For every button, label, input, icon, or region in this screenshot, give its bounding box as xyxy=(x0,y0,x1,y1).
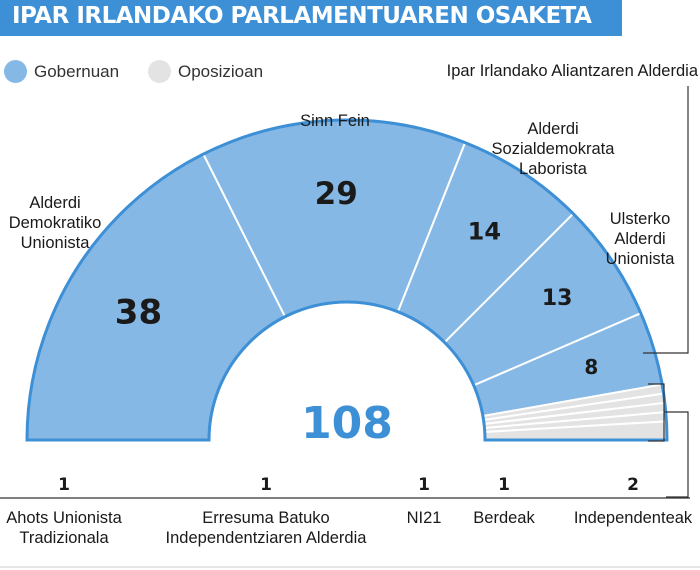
seat-count-berdeak: 1 xyxy=(498,475,510,495)
seat-count-alderdi-demokratiko-unionista: 38 xyxy=(115,292,162,332)
legend-swatch-opposition xyxy=(148,60,171,83)
opposition-leader-line xyxy=(664,411,689,498)
seat-count-independenteak: 2 xyxy=(627,475,639,495)
party-label-ahots-unionista-tradizionala: Ahots Unionista Tradizionala xyxy=(6,509,122,547)
seat-count-ni21: 1 xyxy=(418,475,430,495)
hemicycle-outline xyxy=(25,118,669,442)
legend-label-opposition: Oposizioan xyxy=(178,61,264,81)
seat-count-ulsterko-alderdi-unionista: 13 xyxy=(542,286,573,311)
total-seats: 108 xyxy=(301,398,393,449)
party-label-berdeak: Berdeak xyxy=(473,509,535,527)
party-label-erresuma-batuko-independentziaren-alderdia: Erresuma Batuko Independentziaren Alderdi… xyxy=(166,509,368,547)
party-label-sinn-fein: Sinn Fein xyxy=(300,112,370,130)
party-label-ulsterko-alderdi-unionista: Ulsterko Alderdi Unionista xyxy=(606,210,676,268)
alliance-leader-line xyxy=(643,86,689,354)
legend-item-government: Gobernuan xyxy=(4,60,119,83)
party-label-independenteak: Independenteak xyxy=(574,509,693,527)
title-bar: IPAR IRLANDAKO PARLAMENTUAREN OSAKETA xyxy=(0,0,622,36)
party-label-alderdi-sozialdemokrata-laborista: Alderdi Sozialdemokrata Laborista xyxy=(492,120,616,178)
party-label-ni21: NI21 xyxy=(407,509,442,527)
seat-count-alderdi-sozialdemokrata-laborista: 14 xyxy=(468,218,501,246)
seat-count-ipar-irlandako-aliantzaren-alderdia: 8 xyxy=(584,355,598,379)
legend-swatch-government xyxy=(4,60,27,83)
seat-count-sinn-fein: 29 xyxy=(315,176,358,212)
legend-item-opposition: Oposizioan xyxy=(148,60,263,83)
legend-label-government: Gobernuan xyxy=(34,61,120,81)
chart-title: IPAR IRLANDAKO PARLAMENTUAREN OSAKETA xyxy=(12,3,592,29)
seat-count-erresuma-batuko-independentziaren-alderdia: 1 xyxy=(260,475,272,495)
party-label-ipar-irlandako-aliantzaren-alderdia: Ipar Irlandako Aliantzaren Alderdia xyxy=(447,62,699,80)
party-label-alderdi-demokratiko-unionista: Alderdi Demokratiko Unionista xyxy=(9,194,102,252)
seat-count-ahots-unionista-tradizionala: 1 xyxy=(58,475,70,495)
